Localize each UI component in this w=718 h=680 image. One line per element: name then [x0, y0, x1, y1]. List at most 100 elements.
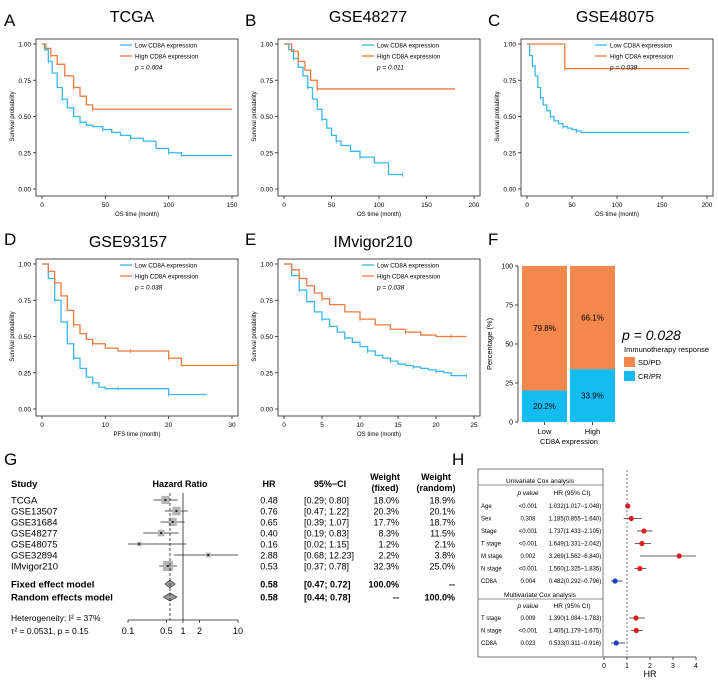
km-curve-high: [284, 43, 455, 90]
panel-letter-d: D: [4, 230, 16, 249]
row-hr: 3.269(1.562−6.840): [549, 554, 602, 560]
row-hr: 1.649(1.331−2.042): [549, 542, 602, 548]
legend-title: Immunotherapy response: [624, 345, 709, 354]
chart-title: GSE93157: [89, 234, 167, 251]
km-curve-low: [42, 43, 232, 157]
panel-letter-h: H: [452, 450, 464, 469]
panel-letter-a: A: [4, 11, 16, 30]
bar-crpr: [522, 390, 567, 422]
bar-sdpd: [570, 266, 615, 370]
study-name: GSE48277: [11, 529, 57, 540]
row-name: T stage: [481, 616, 502, 622]
ci-value: [0.29; 0.80]: [304, 496, 349, 506]
x-tick-label: 2: [648, 663, 652, 670]
row-hr: 0.533(0.311−0.916): [549, 641, 601, 647]
km-curve-low: [284, 263, 467, 377]
x-tick-label: Low: [538, 427, 552, 436]
study-name: GSE13507: [11, 507, 57, 518]
x-tick-label: 100: [163, 202, 174, 209]
plot-frame: [35, 38, 239, 197]
x-tick-label: 150: [421, 202, 432, 209]
row-hr: 1.405(1.179−1.675): [549, 629, 602, 635]
header-weight-random: Weight: [421, 472, 451, 482]
legend-high: High CD8A expression: [135, 274, 199, 281]
data-label-crpr: 33.9%: [581, 392, 604, 401]
study-name: GSE32894: [11, 551, 57, 562]
chart-title: GSE48075: [576, 9, 654, 26]
weight-fixed: 8.3%: [378, 529, 399, 539]
x-tick-label: 100: [374, 202, 385, 209]
legend-sdpd: SD/PD: [638, 358, 662, 367]
bar-crpr: [570, 369, 615, 422]
row-p: 0.308: [520, 517, 536, 523]
hr-point: [676, 553, 682, 559]
hr-value: 0.40: [260, 529, 278, 539]
row-name: CD8A: [481, 579, 497, 585]
panel-letter-e: E: [245, 230, 256, 249]
row-name: M stage: [481, 554, 503, 560]
row-hr: 1.390(1.084−1.783): [549, 616, 602, 622]
x-tick-label: 15: [394, 422, 402, 429]
hr-point: [628, 515, 634, 522]
study-name: IMvigor210: [11, 562, 58, 573]
row-name: Age: [481, 504, 492, 510]
row-hr: 1.032(1.017−1.048): [549, 504, 602, 510]
study-point: [138, 543, 141, 545]
p-value: p = 0.038: [609, 65, 638, 72]
y-tick-label: 0.50: [18, 114, 31, 121]
panel-letter-b: B: [245, 11, 256, 30]
y-axis-label: Survival probability: [10, 311, 16, 361]
x-tick-label: High: [585, 427, 600, 436]
fixed-weight-random: --: [449, 580, 455, 590]
x-tick-label: 150: [227, 202, 238, 209]
ci-value: [0.19; 0.83]: [304, 529, 349, 539]
study-point: [207, 554, 210, 556]
p-value: p = 0.028: [621, 327, 681, 343]
ci-value: [0.02; 1.15]: [304, 540, 349, 550]
fixed-hr: 0.58: [260, 580, 278, 590]
ci-value: [0.68; 12.23]: [304, 551, 354, 561]
y-tick-label: 0.50: [18, 334, 31, 341]
header-hazard-ratio: Hazard Ratio: [152, 479, 208, 489]
study-name: GSE31684: [11, 518, 57, 529]
row-name: Stage: [481, 529, 497, 535]
x-axis-label: HR: [644, 669, 657, 679]
y-tick-label: 0: [509, 420, 513, 427]
p-value: p = 0.038: [134, 285, 163, 292]
y-tick-label: 0.00: [18, 407, 31, 414]
ci-value: [0.47; 1.22]: [304, 507, 349, 517]
weight-fixed: 20.3%: [373, 507, 399, 517]
y-axis-label: Survival probability: [252, 311, 258, 361]
header-ci: 95%−CI: [314, 479, 346, 489]
y-tick-label: 50: [505, 342, 513, 349]
legend-high: High CD8A expression: [377, 54, 441, 61]
y-tick-label: 1.00: [18, 42, 31, 49]
x-tick-label: 0: [602, 663, 606, 670]
ci-value: [0.37; 0.78]: [304, 562, 349, 572]
km-curve-high: [527, 43, 689, 70]
x-tick-label: 0: [40, 202, 44, 209]
row-p: <0.001: [519, 529, 538, 535]
x-tick-label: 5: [320, 422, 324, 429]
row-hr: 1.560(1.325−1.835): [549, 567, 602, 573]
panel-letter-c: C: [488, 11, 500, 30]
row-name: Sex: [481, 517, 491, 523]
hr-value: 0.53: [260, 562, 278, 572]
study-point: [164, 499, 167, 501]
data-label-sdpd: 79.8%: [533, 324, 556, 333]
plot-frame: [277, 258, 481, 417]
x-tick-label: 1: [625, 663, 629, 670]
legend-low: Low CD8A expression: [135, 43, 197, 50]
header-weight-fixed: Weight: [370, 472, 400, 482]
random-weight-fixed: --: [393, 593, 399, 603]
header-weight-random-sub: (random): [417, 483, 456, 493]
x-tick-label: 25: [470, 422, 478, 429]
y-tick-label: 0.50: [503, 114, 516, 121]
row-p: 0.002: [520, 554, 536, 560]
row-p: <0.001: [519, 542, 538, 548]
x-tick-label: 20: [165, 422, 173, 429]
x-axis-label: OS time (month): [357, 212, 401, 218]
study-point: [171, 521, 174, 523]
x-tick-label: 10: [233, 626, 243, 636]
weight-random: 25.0%: [429, 562, 455, 572]
